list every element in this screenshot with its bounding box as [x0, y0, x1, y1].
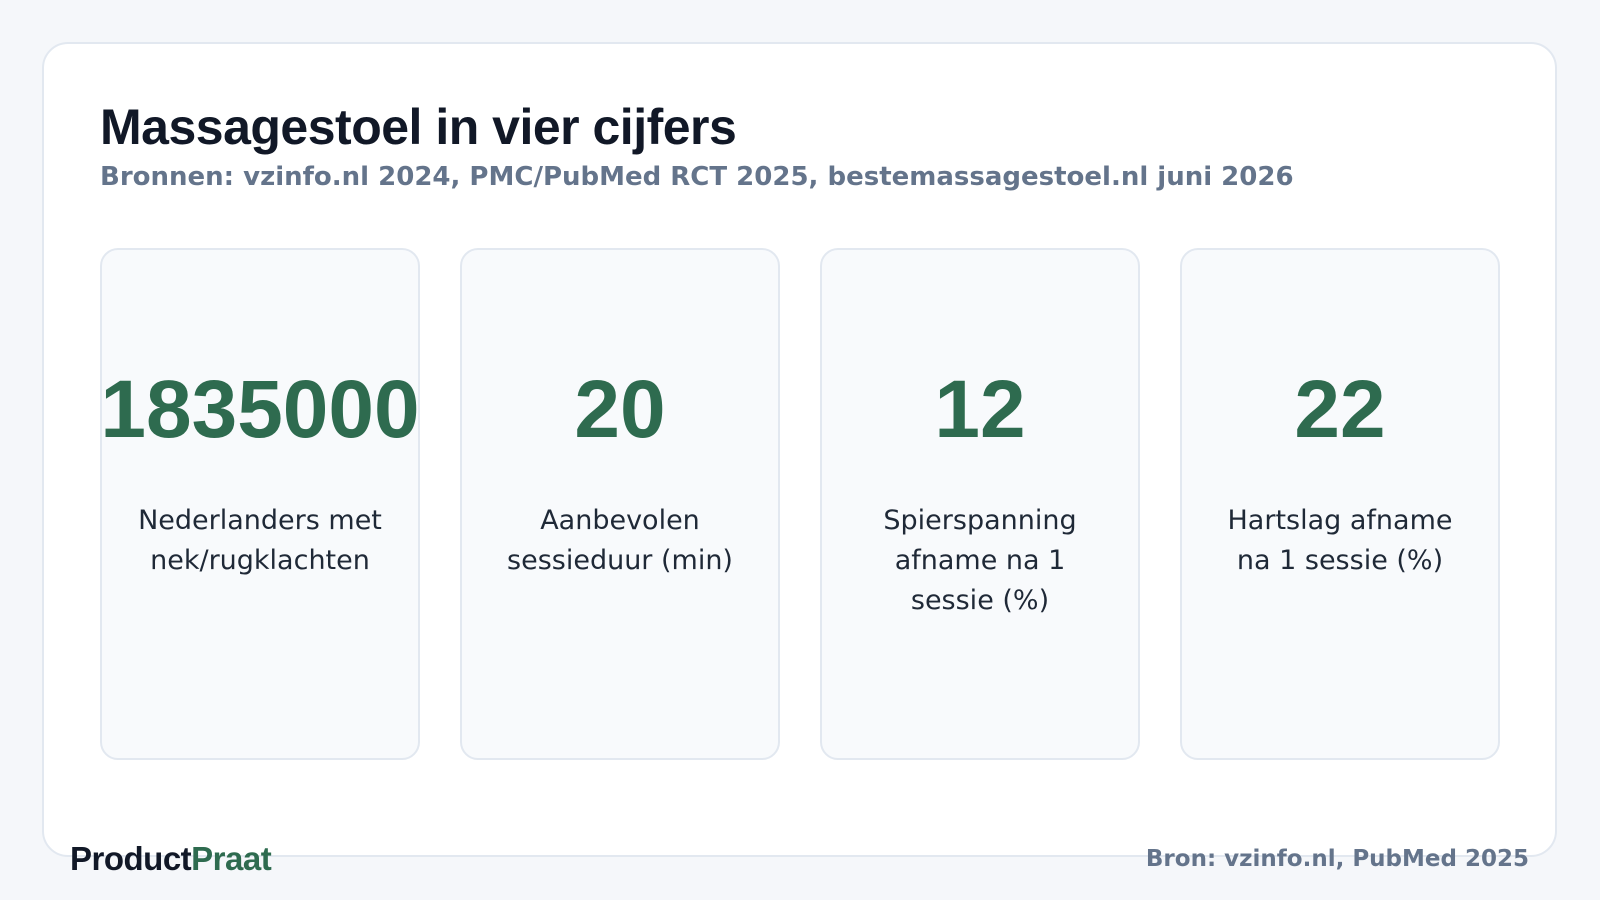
stat-cards: 1835000 Nederlanders met nek/rugklachten 2…	[100, 248, 1500, 760]
stat-card: 22 Hartslag afname na 1 sessie (%)	[1180, 248, 1500, 760]
brand-first: Product	[70, 840, 192, 877]
stat-card: 12 Spierspanning afname na 1 sessie (%)	[820, 248, 1140, 760]
stat-value: 1835000	[100, 364, 420, 455]
stat-value: 20	[574, 364, 666, 455]
stat-value: 12	[934, 364, 1026, 455]
stat-card: 1835000 Nederlanders met nek/rugklachten	[100, 248, 420, 760]
stat-card: 20 Aanbevolen sessieduur (min)	[460, 248, 780, 760]
subtitle: Bronnen: vzinfo.nl 2024, PMC/PubMed RCT …	[100, 162, 1294, 192]
stat-label: Nederlanders met nek/rugklachten	[138, 505, 382, 576]
brand: ProductPraat	[70, 840, 272, 878]
stat-label: Spierspanning afname na 1 sessie (%)	[883, 505, 1077, 616]
brand-second: Praat	[191, 840, 272, 877]
title: Massagestoel in vier cijfers	[100, 99, 737, 155]
stat-label: Hartslag afname na 1 sessie (%)	[1227, 505, 1453, 576]
source: Bron: vzinfo.nl, PubMed 2025	[1145, 846, 1529, 872]
stat-value: 22	[1294, 364, 1386, 455]
stat-label: Aanbevolen sessieduur (min)	[507, 505, 733, 576]
